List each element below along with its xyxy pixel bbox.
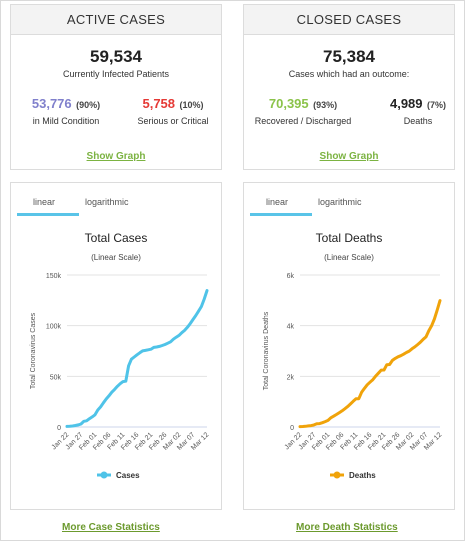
closed-total-label: Cases which had an outcome: <box>288 69 410 79</box>
serious-stat: 5,758 (10%) Serious or Critical <box>127 95 219 126</box>
deaths-percent: (7%) <box>426 100 446 110</box>
deaths-scale-tabs: linear logarithmic <box>244 183 454 217</box>
tab-logarithmic[interactable]: logarithmic <box>318 197 362 207</box>
tab-active-indicator <box>17 213 79 216</box>
tab-active-indicator <box>250 213 312 216</box>
legend-marker <box>333 471 341 479</box>
recovered-label: Recovered / Discharged <box>254 116 352 126</box>
deaths-chart-title: Total Deaths <box>315 231 383 245</box>
closed-show-graph-link[interactable]: Show Graph <box>319 151 379 162</box>
deaths-chart-panel: linear logarithmic Total Deaths (Linear … <box>243 182 455 510</box>
y-tick-label: 6k <box>287 273 295 280</box>
deaths-label: Deaths <box>403 116 433 126</box>
closed-cases-panel: CLOSED CASES 75,384 Cases which had an o… <box>243 4 455 170</box>
legend-label[interactable]: Deaths <box>349 471 376 480</box>
serious-label: Serious or Critical <box>137 116 209 126</box>
active-total: 59,534 <box>90 47 142 66</box>
series-line-cases <box>65 289 209 428</box>
deaths-count: 4,989 <box>389 96 423 111</box>
y-axis-title: Total Coronavirus Cases <box>30 312 37 389</box>
cases-chart-subtitle: (Linear Scale) <box>91 253 141 262</box>
y-tick-label: 50k <box>50 374 62 381</box>
cases-scale-tabs: linear logarithmic <box>11 183 221 217</box>
closed-total: 75,384 <box>323 47 375 66</box>
tab-logarithmic[interactable]: logarithmic <box>85 197 129 207</box>
recovered-count: 70,395 <box>268 96 309 111</box>
y-axis-title: Total Coronavirus Deaths <box>263 311 270 390</box>
recovered-percent: (93%) <box>313 100 338 110</box>
legend-label[interactable]: Cases <box>116 471 140 480</box>
y-tick-label: 150k <box>46 273 62 280</box>
active-total-label: Currently Infected Patients <box>62 69 170 79</box>
tab-linear[interactable]: linear <box>266 197 289 207</box>
mild-condition-stat: 53,776 (90%) in Mild Condition <box>21 95 111 126</box>
series-line-deaths <box>298 299 442 429</box>
tab-linear[interactable]: linear <box>33 197 56 207</box>
active-cases-header: ACTIVE CASES <box>11 5 221 35</box>
more-death-statistics-link[interactable]: More Death Statistics <box>296 522 398 533</box>
closed-cases-header: CLOSED CASES <box>244 5 454 35</box>
mild-percent: (90%) <box>76 100 101 110</box>
more-case-statistics-link[interactable]: More Case Statistics <box>62 522 160 533</box>
y-tick-label: 0 <box>57 425 61 432</box>
mild-count: 53,776 <box>31 96 72 111</box>
y-tick-label: 0 <box>290 425 294 432</box>
mild-label: in Mild Condition <box>32 116 100 126</box>
y-tick-label: 2k <box>287 374 295 381</box>
legend-marker <box>100 471 108 479</box>
serious-count: 5,758 <box>142 96 176 111</box>
serious-percent: (10%) <box>179 100 204 110</box>
deaths-chart-subtitle: (Linear Scale) <box>324 253 374 262</box>
y-tick-label: 4k <box>287 324 295 331</box>
active-cases-panel: ACTIVE CASES 59,534 Currently Infected P… <box>10 4 222 170</box>
cases-chart-title: Total Cases <box>84 231 148 245</box>
y-tick-label: 100k <box>46 324 62 331</box>
recovered-stat: 70,395 (93%) Recovered / Discharged <box>248 95 358 126</box>
active-show-graph-link[interactable]: Show Graph <box>86 151 146 162</box>
deaths-stat: 4,989 (7%) Deaths <box>382 95 454 126</box>
cases-chart-panel: linear logarithmic Total Cases (Linear S… <box>10 182 222 510</box>
